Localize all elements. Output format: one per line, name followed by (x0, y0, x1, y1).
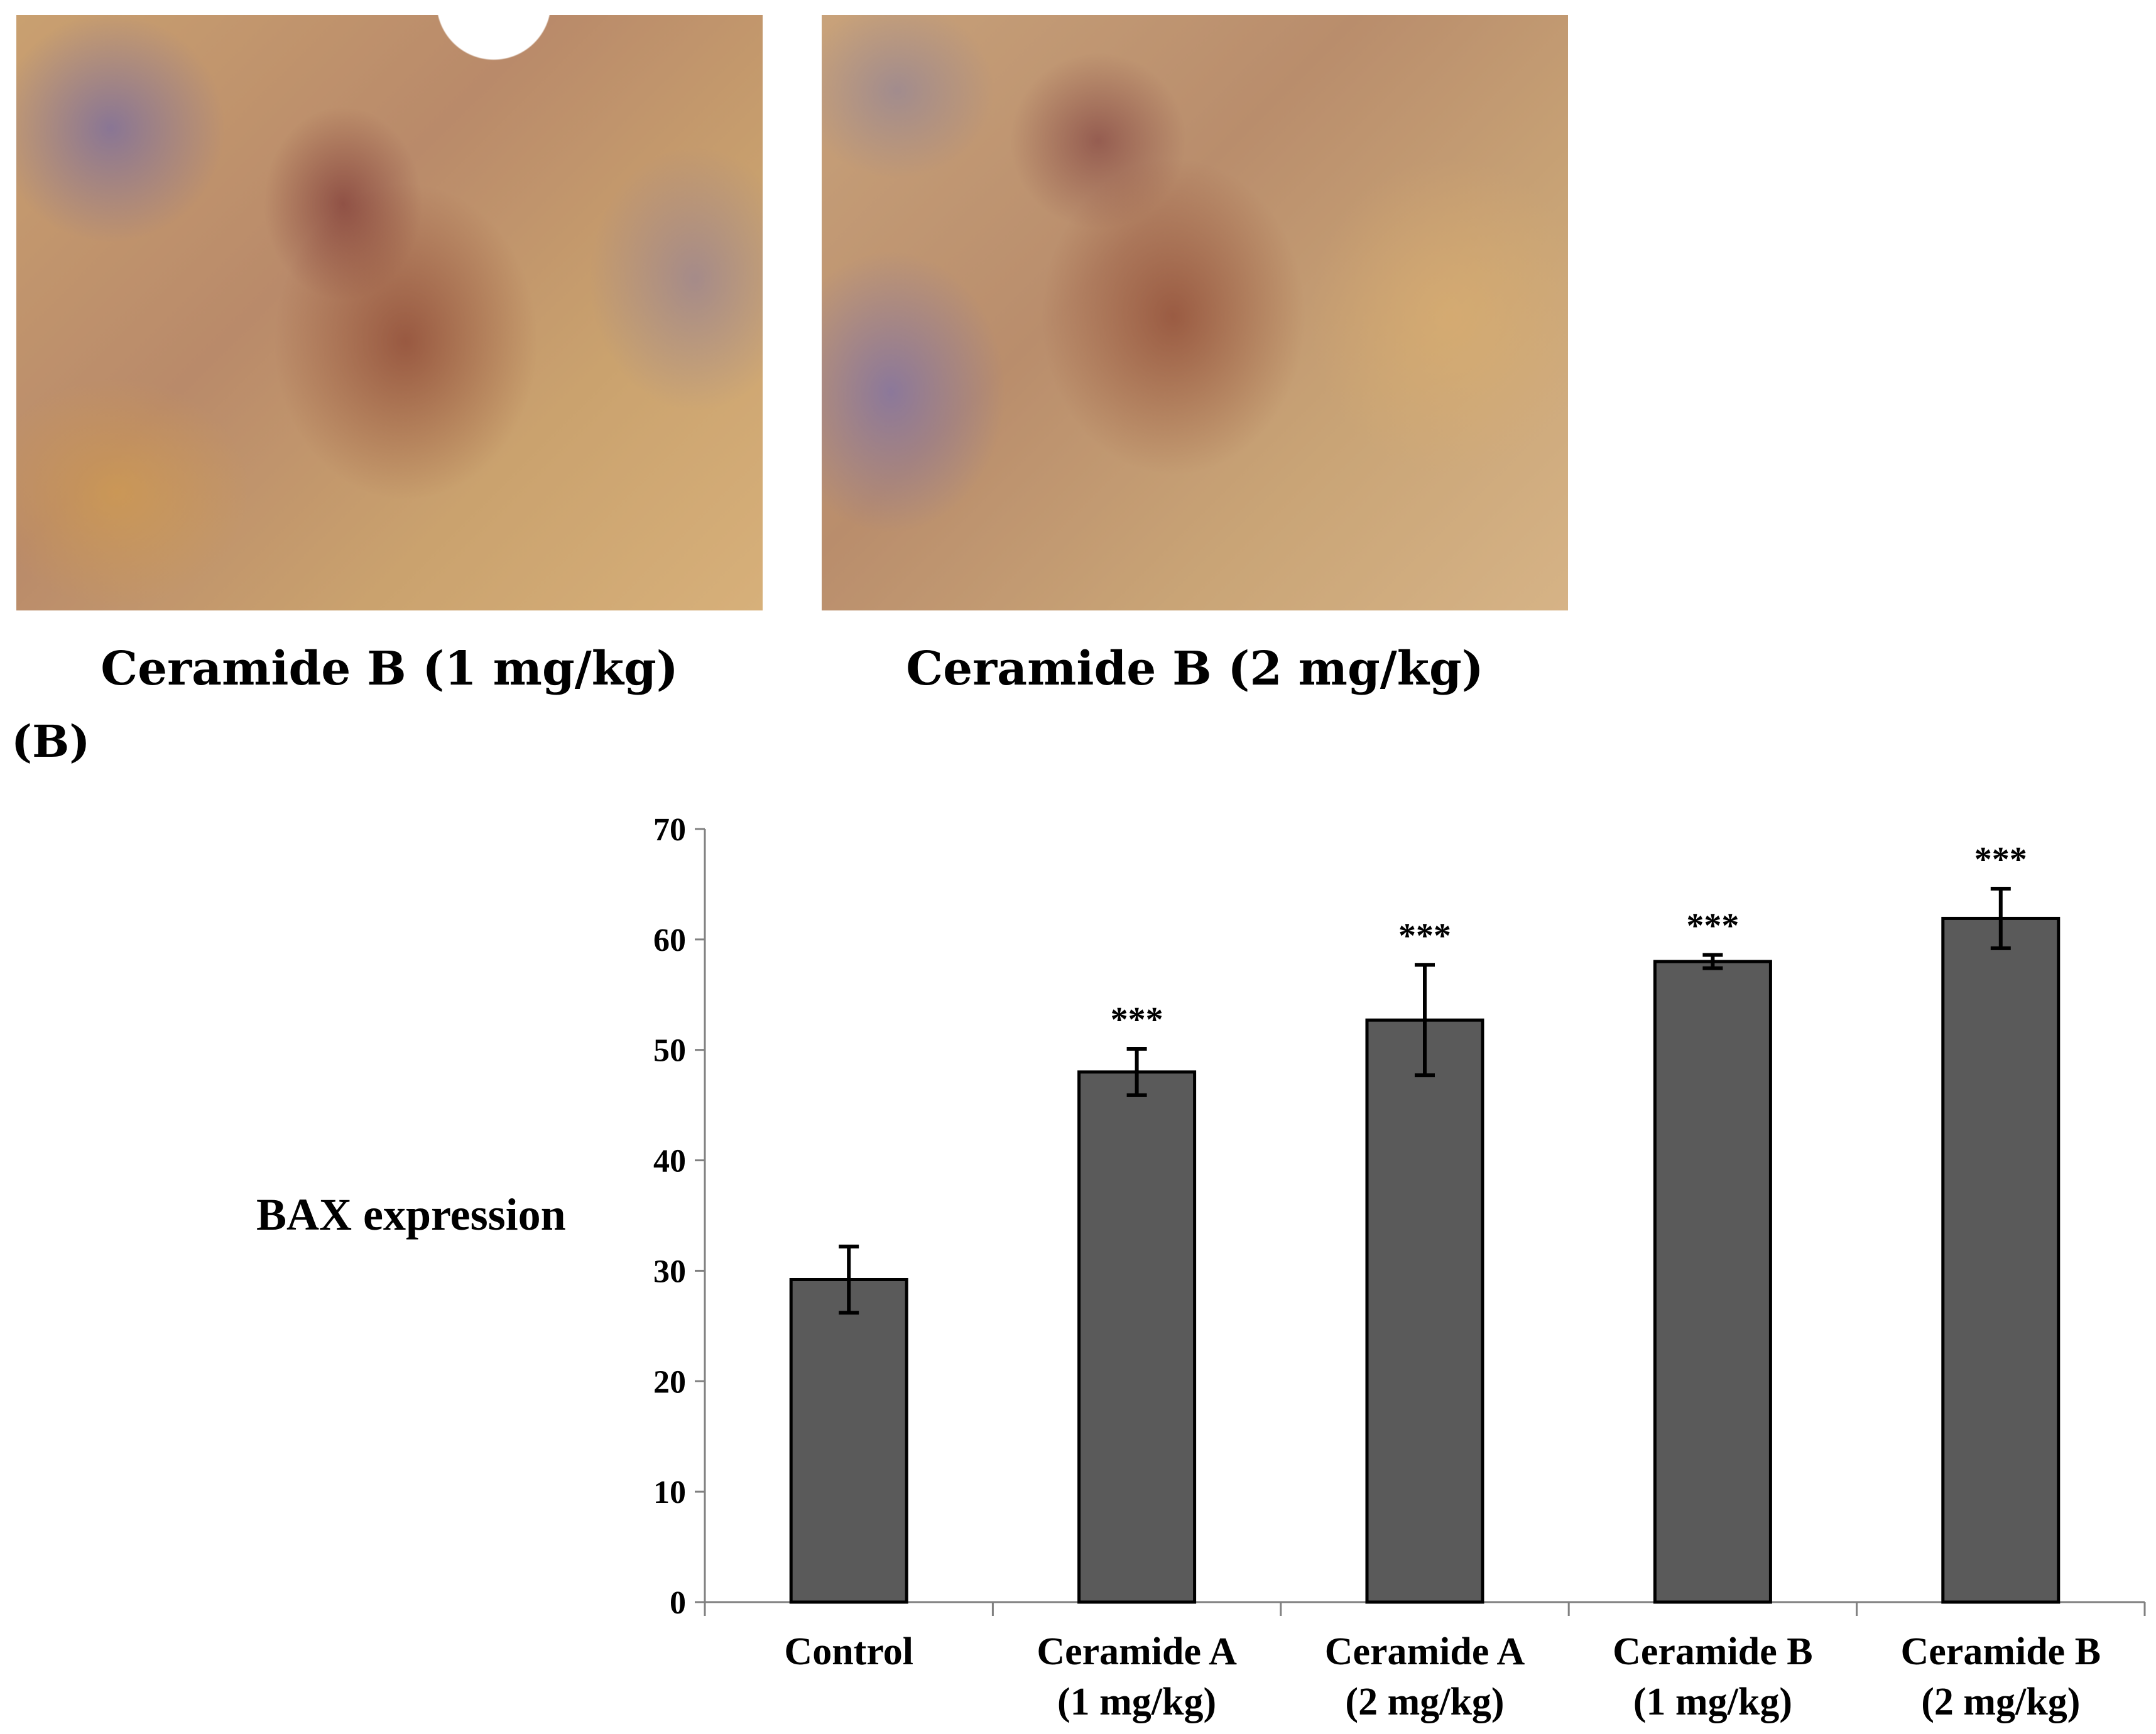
y-tick-label-40: 40 (653, 1144, 686, 1179)
y-tick-label-70: 70 (653, 812, 686, 848)
panel-label-b: (B) (11, 715, 90, 767)
x-category-label-0-0: Control (784, 1630, 913, 1673)
x-category-label-3-1: (1 mg/kg) (1633, 1681, 1792, 1723)
y-tick-label-10: 10 (653, 1475, 686, 1510)
bar-3 (1653, 960, 1772, 1604)
significance-label-1: *** (1111, 1000, 1163, 1039)
x-category-label-4-1: (2 mg/kg) (1921, 1681, 2080, 1723)
x-category-label-3-0: Ceramide B (1613, 1630, 1813, 1673)
significance-label-4: *** (1974, 840, 2027, 879)
micrograph-ceramide-b-1mg (16, 15, 763, 610)
x-category-label-1-0: Ceramide A (1037, 1630, 1237, 1673)
bar-2 (1365, 1018, 1484, 1604)
y-axis-label: BAX expression (256, 1189, 566, 1240)
bar-0 (789, 1277, 908, 1604)
micrograph-ceramide-b-2mg (822, 15, 1568, 610)
significance-label-3: *** (1686, 906, 1739, 945)
x-category-label-4-0: Ceramide B (1901, 1630, 2101, 1673)
y-tick-label-0: 0 (670, 1585, 686, 1621)
bar-4 (1941, 916, 2061, 1604)
y-tick-label-20: 20 (653, 1364, 686, 1400)
bar-1 (1077, 1070, 1197, 1604)
y-tick-label-50: 50 (653, 1033, 686, 1069)
significance-label-2: *** (1398, 916, 1451, 955)
x-category-label-2-1: (2 mg/kg) (1345, 1681, 1504, 1723)
x-category-label-2-0: Ceramide A (1325, 1630, 1525, 1673)
y-tick-label-60: 60 (653, 923, 686, 958)
y-tick-label-30: 30 (653, 1254, 686, 1289)
caption-ceramide-b-2mg: Ceramide B (2 mg/kg) (906, 642, 1484, 696)
x-category-label-1-1: (1 mg/kg) (1057, 1681, 1216, 1723)
caption-ceramide-b-1mg: Ceramide B (1 mg/kg) (101, 642, 678, 696)
